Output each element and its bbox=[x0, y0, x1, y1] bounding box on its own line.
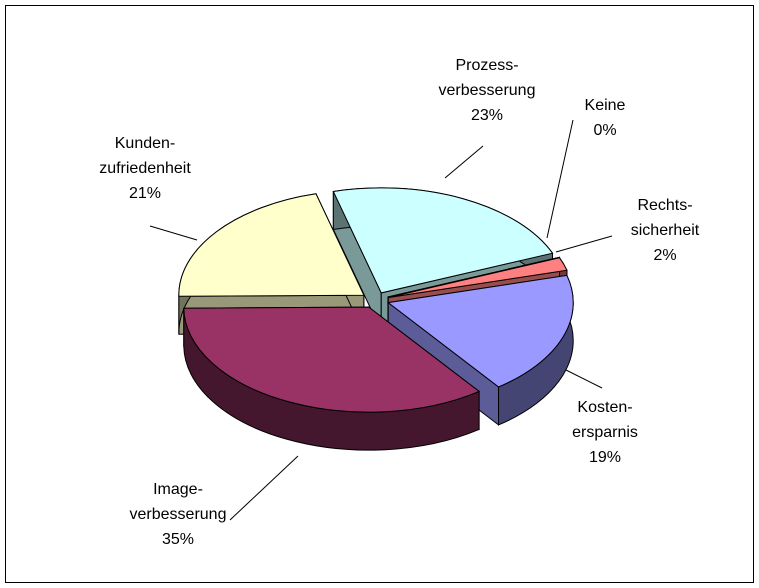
leader-line bbox=[229, 455, 299, 521]
slice-label: Kunden-zufriedenheit bbox=[99, 135, 191, 177]
slice bbox=[183, 306, 481, 413]
leader-line bbox=[149, 225, 198, 241]
value-label: 35% bbox=[162, 531, 194, 548]
slice bbox=[388, 257, 568, 298]
slice-label: Rechts-sicherheit bbox=[631, 197, 700, 239]
value-label: 2% bbox=[653, 247, 676, 264]
leader-line bbox=[546, 119, 574, 239]
leader-line bbox=[444, 145, 484, 179]
leader-line bbox=[565, 369, 603, 389]
leader-line bbox=[555, 235, 613, 253]
slice-label: Kosten-ersparnis bbox=[572, 399, 638, 441]
slice bbox=[178, 193, 365, 297]
slice-label: Keine bbox=[585, 97, 626, 114]
value-label: 0% bbox=[593, 122, 616, 139]
value-label: 19% bbox=[589, 449, 621, 466]
slice-label: Prozess-verbesserung bbox=[439, 57, 536, 99]
slice bbox=[332, 187, 554, 294]
value-label: 21% bbox=[129, 185, 161, 202]
value-label: 23% bbox=[471, 107, 503, 124]
slice bbox=[386, 274, 574, 388]
slice-label: Image-verbesserung bbox=[130, 481, 227, 523]
